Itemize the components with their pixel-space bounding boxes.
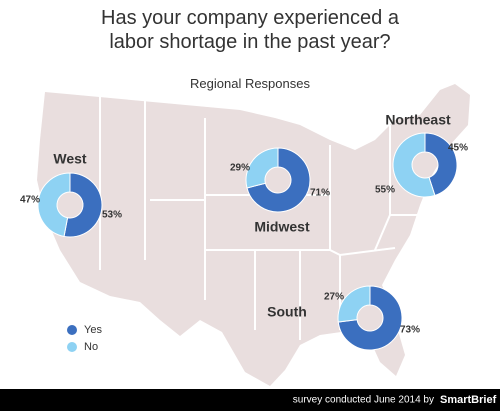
donut-segment: [63, 172, 103, 238]
region-label: West: [53, 151, 87, 167]
value-label: 47%: [20, 195, 40, 206]
legend-swatch: [67, 325, 77, 335]
subtitle: Regional Responses: [190, 76, 310, 91]
value-label: 71%: [310, 188, 330, 199]
value-label: 53%: [102, 210, 122, 221]
footer-bar: [0, 389, 500, 411]
donut-segment: [392, 132, 436, 198]
us-map: [37, 84, 470, 386]
legend-label: Yes: [84, 324, 102, 336]
value-label: 29%: [230, 163, 250, 174]
value-label: 45%: [448, 143, 468, 154]
region-label: South: [267, 304, 307, 320]
donut-segment: [246, 147, 311, 213]
donut-segment: [245, 147, 279, 189]
value-label: 27%: [324, 292, 344, 303]
legend-swatch: [67, 342, 77, 352]
donut-segment: [337, 285, 371, 323]
footer-text: survey conducted June 2014 by: [293, 395, 434, 406]
region-label: Midwest: [254, 219, 310, 235]
donut-segment: [424, 132, 458, 197]
region-label: Northeast: [385, 112, 451, 128]
legend-label: No: [84, 341, 98, 353]
donut-segment: [337, 285, 403, 351]
donut-segment: [37, 172, 71, 238]
value-label: 55%: [375, 185, 395, 196]
title: Has your company experienced a labor sho…: [101, 7, 399, 53]
footer-brand: SmartBrief: [440, 394, 497, 406]
value-label: 73%: [400, 325, 420, 336]
map-shape: [37, 84, 470, 386]
